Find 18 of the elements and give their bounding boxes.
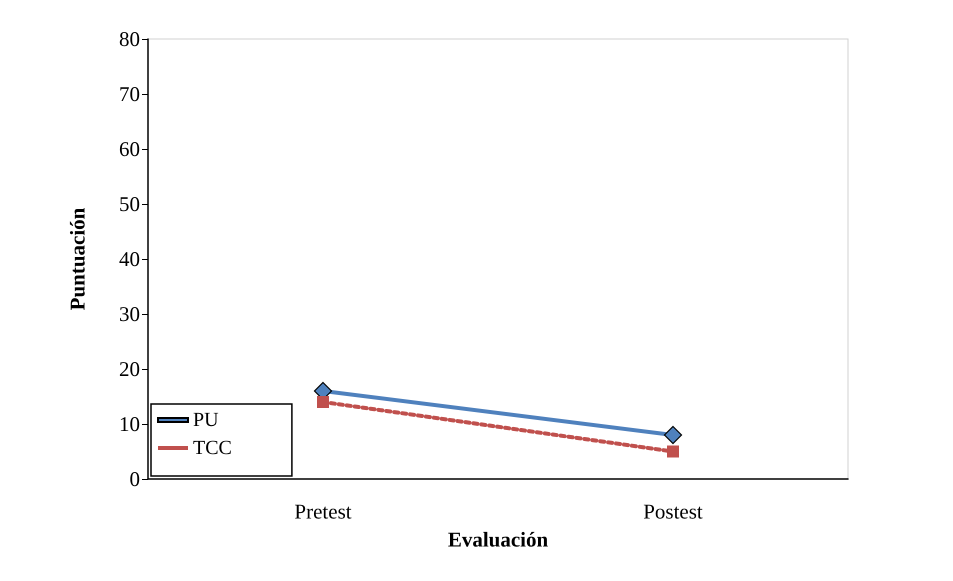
point bbox=[664, 426, 682, 444]
y-tick-label: 20 bbox=[119, 357, 140, 381]
y-tick-label: 30 bbox=[119, 302, 140, 326]
legend-label: TCC bbox=[193, 437, 232, 459]
y-axis-title: Puntuación bbox=[66, 207, 90, 310]
x-tick-label: Postest bbox=[643, 500, 703, 524]
point bbox=[667, 446, 679, 458]
x-axis-title: Evaluación bbox=[448, 528, 548, 552]
legend-label: PU bbox=[193, 409, 220, 431]
y-tick-label: 40 bbox=[119, 247, 140, 271]
y-tick-label: 0 bbox=[130, 467, 140, 491]
point bbox=[317, 396, 329, 408]
y-tick-label: 10 bbox=[119, 412, 140, 436]
y-tick-label: 50 bbox=[119, 192, 140, 216]
y-tick-label: 60 bbox=[119, 137, 140, 161]
x-tick-label: Pretest bbox=[294, 500, 352, 524]
y-tick-label: 70 bbox=[119, 82, 140, 106]
y-tick-label: 80 bbox=[119, 27, 140, 51]
